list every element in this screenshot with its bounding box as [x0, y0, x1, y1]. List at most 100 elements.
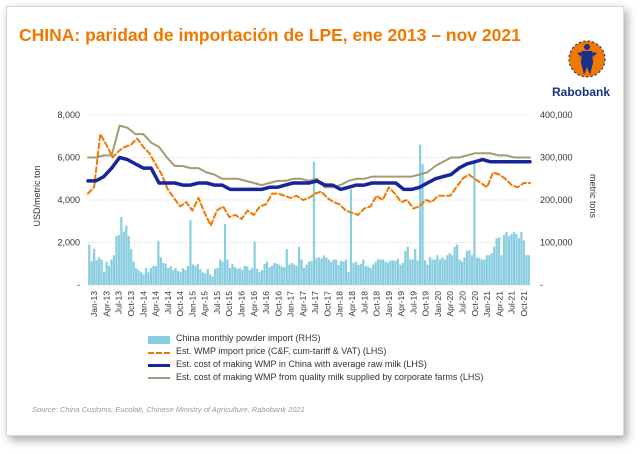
import-bar: [483, 259, 486, 285]
import-bar: [135, 268, 138, 285]
x-tick-label: Oct-16: [273, 291, 283, 317]
import-bar: [206, 268, 209, 285]
import-bar: [167, 268, 170, 285]
import-bar: [364, 265, 367, 285]
import-bar: [295, 265, 298, 285]
import-bar: [132, 261, 135, 285]
import-bar: [381, 259, 385, 285]
import-bar: [219, 259, 222, 285]
y2-axis-label: metric tons: [588, 174, 598, 219]
import-bar: [502, 234, 506, 285]
import-bar: [100, 259, 103, 285]
import-bar: [112, 255, 116, 285]
x-tick-label: Apr-20: [445, 291, 455, 317]
import-bar: [283, 267, 286, 285]
import-bar: [391, 260, 395, 285]
import-bar: [354, 261, 358, 285]
import-bar: [428, 257, 432, 285]
x-tick-label: Apr-16: [249, 291, 259, 317]
import-bar: [157, 240, 160, 285]
import-bar: [127, 236, 130, 285]
import-bar: [396, 258, 399, 285]
legend-label: China monthly powder import (RHS): [176, 333, 321, 343]
import-bar: [347, 272, 350, 285]
import-bar: [184, 270, 187, 285]
import-bar: [278, 264, 281, 285]
import-bar: [384, 261, 387, 285]
y2-tick-label: 100,000: [540, 238, 573, 248]
x-tick-label: Oct-20: [470, 291, 480, 317]
import-bar: [122, 231, 125, 285]
import-bar: [226, 259, 229, 285]
import-bar: [275, 263, 278, 285]
import-bar: [194, 265, 197, 285]
x-tick-label: Jan-15: [187, 291, 197, 317]
legend-label: Est. cost of making WMP from quality mil…: [176, 372, 484, 382]
import-bar: [512, 231, 516, 285]
import-bar: [214, 268, 217, 285]
x-tick-label: Jul-21: [507, 291, 517, 314]
y-tick-label: -: [77, 280, 80, 290]
x-tick-label: Oct-18: [372, 291, 382, 317]
y-tick-label: 6,000: [57, 153, 80, 163]
import-bar: [411, 259, 414, 285]
import-bar: [493, 246, 496, 285]
x-tick-label: Jan-18: [335, 291, 345, 317]
import-bar: [263, 263, 266, 285]
import-bar: [372, 264, 375, 285]
import-bar: [357, 265, 360, 285]
x-tick-label: Jan-14: [138, 291, 148, 317]
import-bar: [293, 264, 296, 285]
import-bar: [325, 257, 328, 285]
import-bar: [204, 273, 207, 285]
import-bar: [438, 259, 441, 285]
import-bar: [488, 255, 491, 285]
import-bar: [137, 270, 140, 285]
import-bar: [441, 257, 444, 285]
import-bar: [327, 259, 330, 285]
import-bar: [461, 261, 464, 285]
rabobank-logo-icon: [568, 40, 606, 78]
source-note: Source: China Customs, Eucolait, Chinese…: [32, 405, 305, 414]
import-bar: [236, 268, 239, 285]
import-bar: [177, 270, 180, 285]
import-bar: [517, 238, 520, 285]
import-bar: [456, 244, 459, 285]
x-tick-label: Oct-17: [322, 291, 332, 317]
import-bar: [342, 261, 345, 285]
import-bar: [189, 219, 192, 285]
import-bar: [115, 236, 118, 285]
import-bar: [465, 251, 469, 285]
import-bar: [404, 251, 407, 285]
import-bar: [458, 259, 461, 285]
x-tick-label: Oct-19: [421, 291, 431, 317]
x-tick-label: Jul-15: [212, 291, 222, 314]
import-bar: [152, 265, 155, 285]
import-bar: [470, 255, 474, 285]
import-bar: [340, 260, 343, 285]
import-bar: [525, 255, 528, 285]
import-bar: [322, 255, 325, 285]
x-tick-label: Apr-14: [151, 291, 161, 317]
import-bar: [164, 263, 167, 285]
import-bar: [191, 264, 195, 285]
import-bar: [399, 264, 402, 285]
import-bar: [107, 265, 111, 285]
import-bar: [480, 259, 483, 285]
import-bar: [498, 237, 501, 285]
import-bar: [379, 259, 382, 285]
import-bar: [120, 217, 123, 285]
x-tick-label: Jul-17: [310, 291, 320, 314]
import-bar: [253, 241, 256, 285]
legend-swatch-corporate: [148, 377, 170, 379]
import-bar: [231, 263, 234, 285]
china-avg-cost-line: [86, 155, 532, 192]
import-bar: [475, 257, 478, 285]
import-bar: [515, 234, 518, 285]
import-bar: [260, 270, 264, 285]
import-bar: [463, 257, 466, 285]
import-bar: [451, 255, 454, 285]
import-bar: [223, 224, 227, 285]
import-bar: [527, 255, 530, 285]
x-tick-label: Jul-13: [114, 291, 124, 314]
